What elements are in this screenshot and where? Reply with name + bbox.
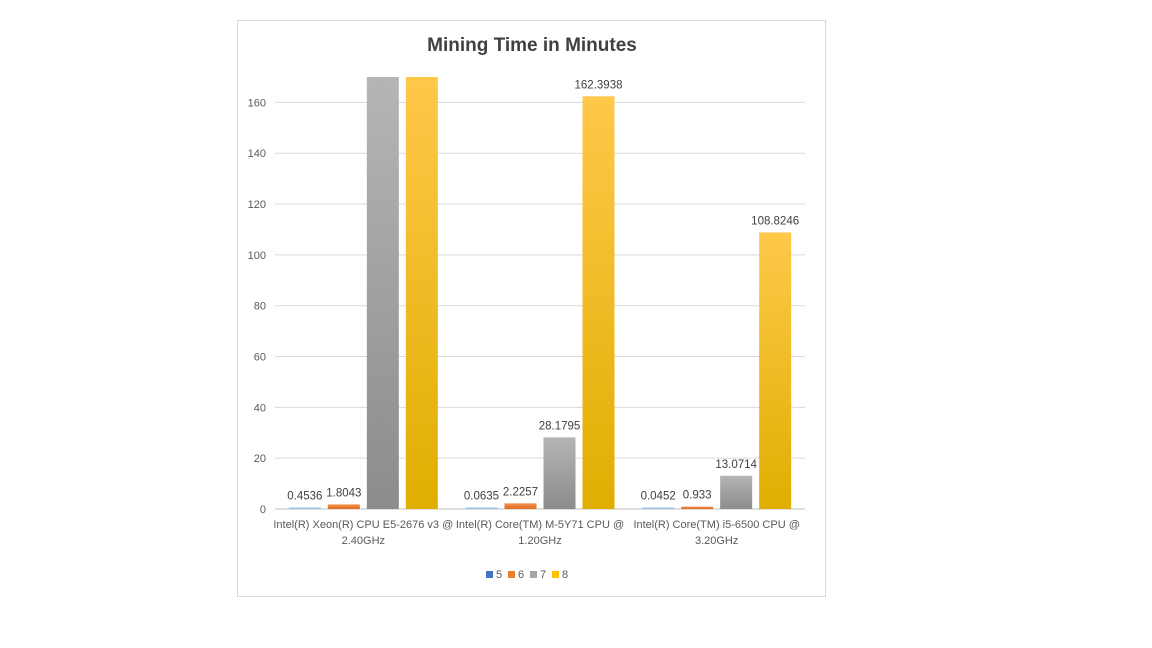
- legend-label: 7: [540, 569, 546, 581]
- legend-label: 8: [562, 569, 568, 581]
- bar-chart: Mining Time in Minutes 0 20 40 60 80 100 120 14…: [248, 35, 805, 581]
- data-label: 108.8246: [751, 215, 799, 227]
- bar-series-5-cat-2: [642, 507, 675, 509]
- chart-frame: Mining Time in Minutes 0 20 40 60 80 100 120 14…: [237, 20, 826, 597]
- data-labels: 0.4536 1.8043 0.0635 2.2257 28.1795 162.3938 0…: [287, 79, 799, 502]
- legend-swatch-5: [486, 571, 493, 578]
- category-label: 3.20GHz: [695, 535, 738, 547]
- legend-swatch-7: [530, 571, 537, 578]
- gridlines: [275, 101, 805, 510]
- data-label: 0.0635: [464, 491, 499, 503]
- category-label: 2.40GHz: [342, 535, 385, 547]
- bar-series-5-cat-1: [465, 507, 498, 509]
- y-tick-label: 100: [248, 250, 266, 262]
- y-axis-ticks: 0 20 40 60 80 100 120 140 160: [248, 97, 266, 516]
- data-label: 0.0452: [641, 491, 676, 503]
- legend-swatch-6: [508, 571, 515, 578]
- y-tick-label: 0: [260, 504, 266, 516]
- y-tick-label: 40: [254, 402, 266, 414]
- legend: 5 6 7 8: [486, 569, 568, 581]
- bar-series-7-cat-0: [366, 77, 399, 509]
- bars: [288, 77, 792, 509]
- legend-label: 5: [496, 569, 502, 581]
- category-label: Intel(R) Xeon(R) CPU E5-2676 v3 @: [273, 519, 453, 531]
- data-label: 0.4536: [287, 491, 322, 503]
- chart-title: Mining Time in Minutes: [427, 35, 637, 56]
- category-label: Intel(R) Core(TM) M-5Y71 CPU @: [456, 519, 624, 531]
- legend-swatch-8: [552, 571, 559, 578]
- data-label: 28.1795: [539, 420, 581, 432]
- bar-series-8-cat-0: [405, 77, 438, 509]
- y-tick-label: 60: [254, 352, 266, 364]
- bar-series-6-cat-1: [504, 503, 537, 509]
- bar-series-6-cat-2: [681, 506, 714, 509]
- bar-series-7-cat-1: [543, 437, 576, 509]
- data-label: 2.2257: [503, 486, 538, 498]
- y-tick-label: 140: [248, 148, 266, 160]
- category-label: 1.20GHz: [518, 535, 561, 547]
- y-tick-label: 20: [254, 453, 266, 465]
- data-label: 0.933: [683, 490, 712, 502]
- y-tick-label: 80: [254, 301, 266, 313]
- bar-series-7-cat-2: [720, 475, 753, 509]
- bar-series-8-cat-1: [582, 96, 615, 509]
- bar-series-6-cat-0: [327, 504, 360, 509]
- bar-series-8-cat-2: [759, 232, 792, 509]
- y-tick-label: 160: [248, 97, 266, 109]
- data-label: 162.3938: [575, 79, 623, 91]
- category-label: Intel(R) Core(TM) i5-6500 CPU @: [633, 519, 799, 531]
- data-label: 1.8043: [326, 487, 361, 499]
- legend-label: 6: [518, 569, 524, 581]
- y-tick-label: 120: [248, 199, 266, 211]
- bar-series-5-cat-0: [288, 507, 321, 509]
- data-label: 13.0714: [715, 459, 757, 471]
- category-labels: Intel(R) Xeon(R) CPU E5-2676 v3 @ 2.40GHz…: [273, 519, 800, 547]
